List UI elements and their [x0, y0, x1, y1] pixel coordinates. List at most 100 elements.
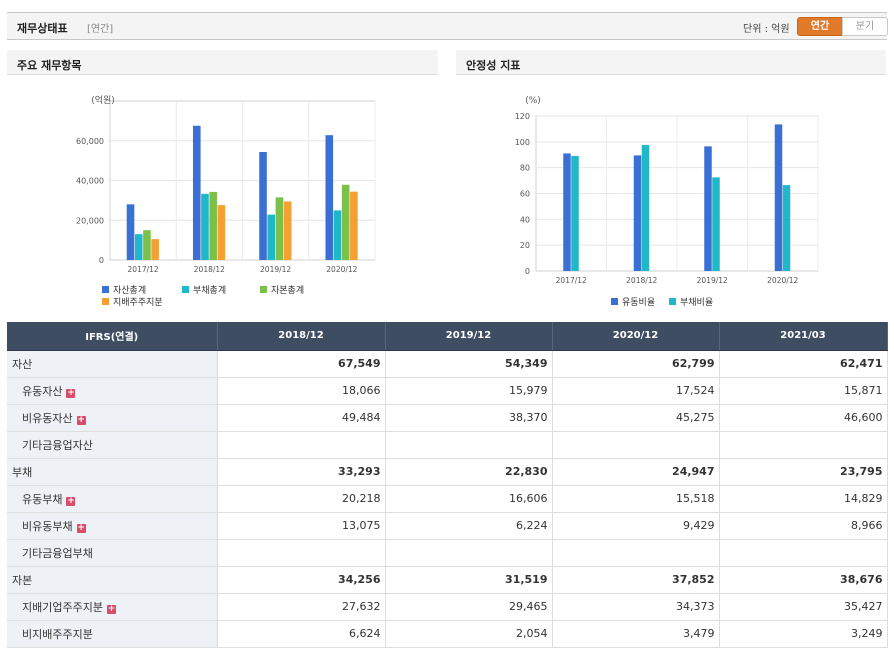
row-label-text: 유동자산	[22, 384, 63, 398]
table-cell: 34,373	[552, 593, 720, 621]
legend-swatch	[260, 286, 267, 293]
y-tick-label: 60	[520, 190, 530, 199]
legend-label: 지배주주지분	[113, 297, 163, 308]
y-tick-label: 120	[515, 112, 530, 121]
table-cell	[719, 431, 888, 459]
statement-title: 재무상태표	[17, 22, 68, 35]
legend-swatch	[102, 298, 109, 305]
bar-3	[209, 191, 217, 260]
table-cell: 22,830	[385, 458, 553, 486]
row-label: 부채	[7, 458, 218, 486]
bar-1	[126, 204, 135, 260]
table-cell: 8,966	[719, 512, 888, 540]
table-row: 비유동자산 +49,484 38,370 45,275 46,600	[7, 404, 888, 432]
table-cell: 6,224	[385, 512, 553, 540]
table-cell: 46,600	[719, 404, 888, 432]
table-cell: 34,256	[217, 566, 386, 594]
table-cell: 23,795	[719, 458, 888, 486]
row-label-text: 기타금융업부채	[22, 546, 93, 560]
table-cell: 38,676	[719, 566, 888, 594]
table-row: 자산 67,549 54,349 62,799 62,471	[7, 350, 888, 378]
row-label-text: 자산	[12, 357, 33, 371]
table-cell: 62,799	[552, 350, 720, 378]
bar-1	[704, 146, 712, 271]
table-cell	[552, 539, 720, 567]
row-label: 지배기업주주지분 +	[7, 593, 218, 621]
table-row: 비지배주주지분 6,624 2,054 3,479 3,249	[7, 620, 888, 648]
y-axis-label: (%)	[525, 96, 541, 106]
expand-plus-icon[interactable]: +	[66, 387, 76, 398]
table-cell	[217, 431, 386, 459]
table-cell: 6,624	[217, 620, 386, 648]
y-tick-label: 80	[520, 164, 530, 173]
expand-plus-icon[interactable]: +	[76, 414, 86, 425]
row-label-text: 비지배주주지분	[22, 627, 93, 641]
quarterly-toggle-button[interactable]: 분기	[842, 17, 888, 36]
column-header: 2018/12	[217, 322, 386, 351]
bar-1	[192, 125, 201, 260]
statement-header: 재무상태표 [연간] 단위 : 억원 연간 분기	[7, 12, 888, 40]
bar-2	[134, 234, 143, 260]
table-cell: 15,979	[385, 377, 553, 405]
bar-4	[151, 239, 159, 260]
table-row: 지배기업주주지분 +27,632 29,465 34,373 35,427	[7, 593, 888, 621]
row-label-text: 비유동부채	[22, 519, 73, 533]
row-label-text: 유동부채	[22, 492, 63, 506]
table-cell: 31,519	[385, 566, 553, 594]
x-tick-label: 2019/12	[260, 265, 291, 274]
statement-period-label: [연간]	[87, 24, 114, 35]
table-cell: 67,549	[217, 350, 386, 378]
table-row: 유동부채 +20,218 16,606 15,518 14,829	[7, 485, 888, 513]
stability-panel-title: 안정성 지표	[456, 50, 886, 75]
table-header-row: IFRS(연결) 2018/12 2019/12 2020/12 2021/03	[7, 322, 888, 351]
annual-toggle-button[interactable]: 연간	[797, 17, 843, 36]
table-cell: 15,871	[719, 377, 888, 405]
table-cell: 54,349	[385, 350, 553, 378]
bar-4	[283, 201, 292, 260]
y-tick-label: 100	[515, 138, 530, 147]
legend-label: 유동비율	[622, 297, 655, 308]
x-tick-label: 2020/12	[326, 265, 357, 274]
bar-1	[259, 151, 267, 260]
expand-plus-icon[interactable]: +	[76, 522, 86, 533]
legend-label: 자산총계	[113, 284, 146, 296]
row-label-text: 비유동자산	[22, 411, 73, 425]
legend-label: 부채비율	[680, 297, 713, 308]
row-label: 비유동자산 +	[7, 404, 218, 432]
expand-plus-icon[interactable]: +	[66, 495, 76, 506]
bar-2	[333, 210, 342, 260]
key-items-panel-title: 주요 재무항목	[7, 50, 438, 75]
row-label: 기타금융업부채	[7, 539, 218, 567]
key-items-chart: 0 20,000 40,000 60,000 (억원) 2017/12 2018/12 201…	[76, 94, 376, 308]
legend-swatch	[669, 298, 676, 305]
row-label-text: 지배기업주주지분	[22, 600, 103, 614]
row-label: 기타금융업자산	[7, 431, 218, 459]
bar-4	[217, 205, 226, 260]
table-cell: 9,429	[552, 512, 720, 540]
table-cell: 16,606	[385, 485, 553, 513]
y-tick-label: 40,000	[76, 177, 104, 186]
table-cell: 18,066	[217, 377, 386, 405]
bar-2	[782, 185, 791, 271]
row-label: 비지배주주지분	[7, 620, 218, 648]
table-row: 부채 33,293 22,830 24,947 23,795	[7, 458, 888, 486]
row-label: 유동자산 +	[7, 377, 218, 405]
table-cell: 62,471	[719, 350, 888, 378]
legend-swatch	[102, 286, 109, 293]
table-cell: 27,632	[217, 593, 386, 621]
bar-2	[641, 145, 650, 271]
y-tick-label: 40	[520, 215, 530, 224]
x-tick-label: 2020/12	[767, 276, 798, 285]
y-tick-label: 0	[525, 267, 530, 276]
table-row: 비유동부채 +13,075 6,224 9,429 8,966	[7, 512, 888, 540]
legend-label: 부채총계	[193, 284, 226, 296]
table-cell: 49,484	[217, 404, 386, 432]
row-label-text: 부채	[12, 465, 33, 479]
y-tick-label: 60,000	[76, 137, 104, 146]
legend-label: 자본총계	[271, 284, 304, 296]
table-cell: 33,293	[217, 458, 386, 486]
table-cell: 20,218	[217, 485, 386, 513]
expand-plus-icon[interactable]: +	[106, 603, 116, 614]
table-cell: 13,075	[217, 512, 386, 540]
bar-3	[275, 197, 284, 260]
